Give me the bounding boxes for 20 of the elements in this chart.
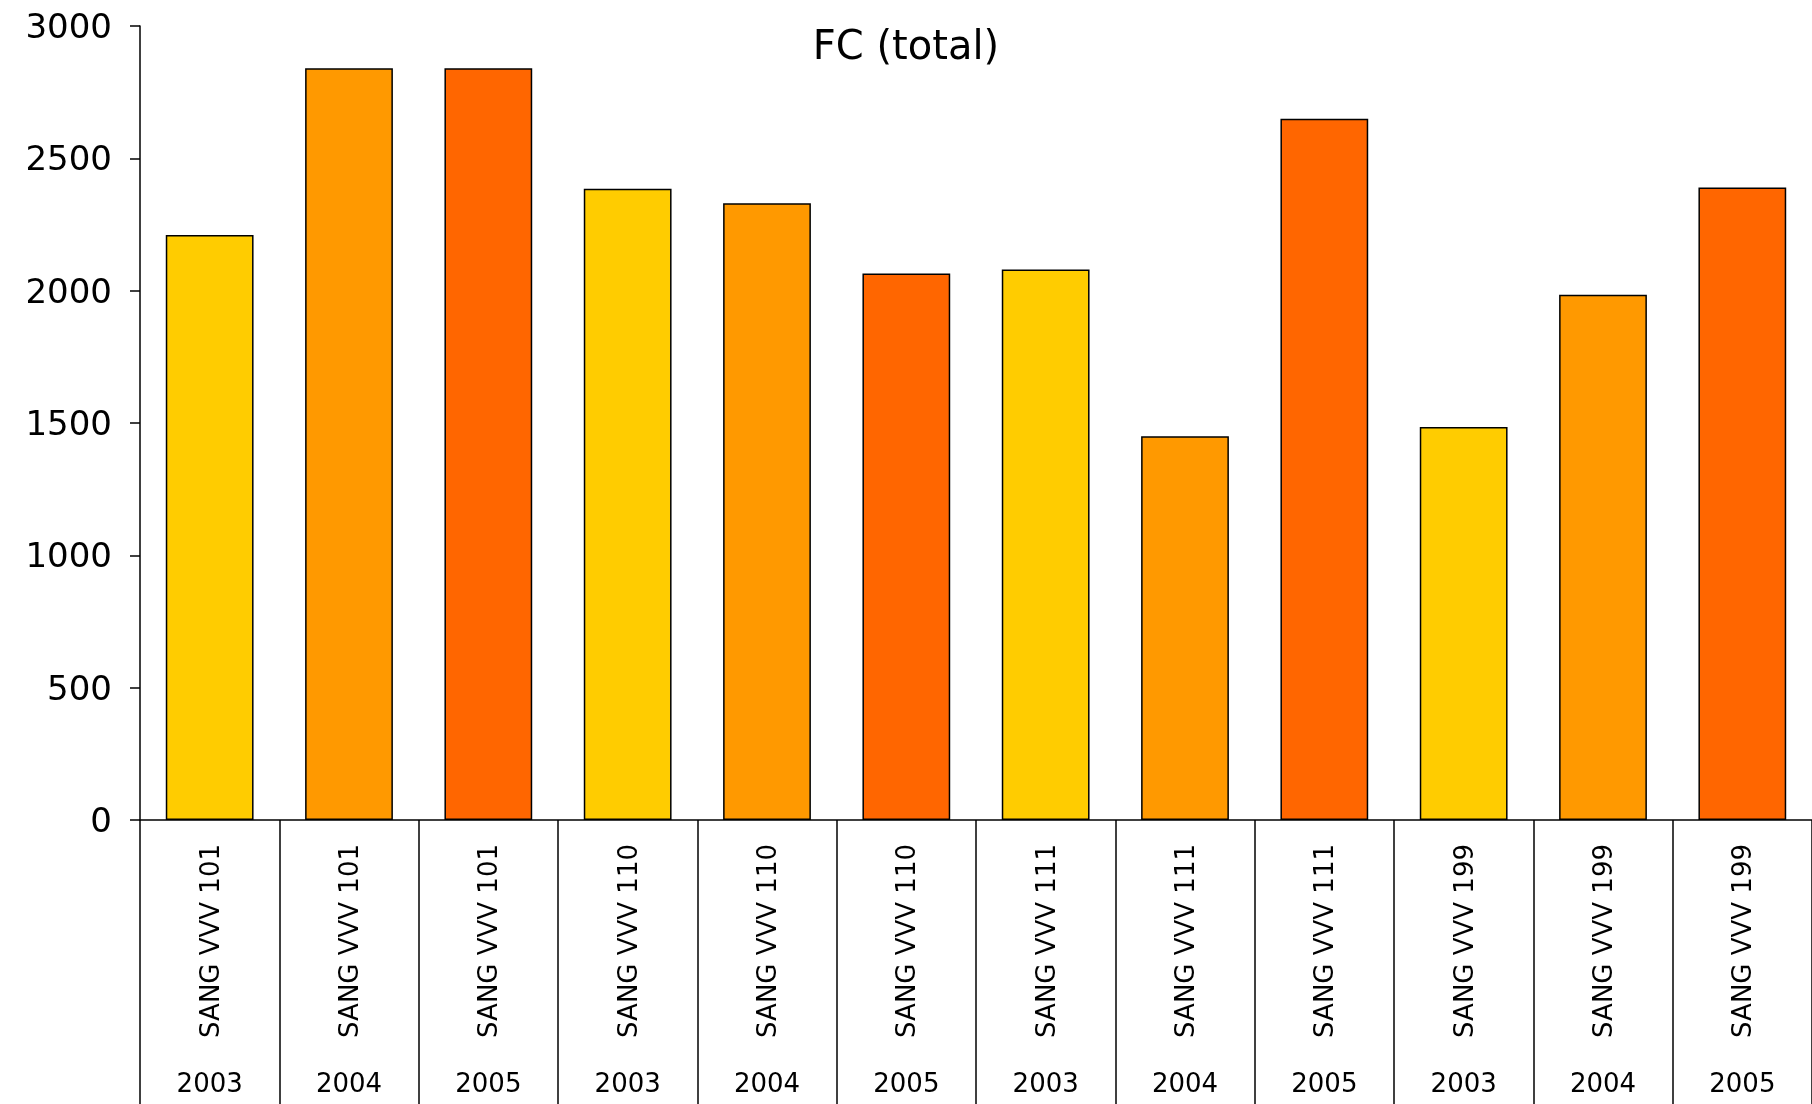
category-label: SANG VVV 111 2005 (1291, 844, 1358, 1098)
y-tick-label: 500 (47, 667, 112, 708)
category-label: SANG VVV 101 2004 (315, 844, 383, 1098)
y-tick-label: 2000 (25, 270, 112, 311)
category-label: SANG VVV 110 2004 (733, 844, 801, 1098)
category-label: SANG VVV 199 2003 (1430, 844, 1497, 1098)
chart-title: FC (total) (812, 22, 1000, 68)
category-label: SANG VVV 111 2004 (1151, 844, 1219, 1098)
y-tick-label: 2500 (25, 138, 112, 179)
category-label: SANG VVV 101 2005 (455, 844, 522, 1098)
y-tick-label: 1000 (25, 535, 112, 576)
y-tick-label: 3000 (25, 6, 112, 46)
category-label: SANG VVV 110 2003 (594, 844, 661, 1098)
category-label: SANG VVV 111 2003 (1012, 844, 1079, 1098)
category-label: SANG VVV 199 2004 (1569, 844, 1637, 1098)
category-label: SANG VVV 110 2005 (873, 844, 940, 1098)
category-label: SANG VVV 101 2003 (176, 844, 243, 1098)
y-tick-label: 0 (90, 800, 112, 840)
y-tick-label: 1500 (25, 403, 112, 443)
category-label: SANG VVV 199 2005 (1709, 844, 1776, 1098)
